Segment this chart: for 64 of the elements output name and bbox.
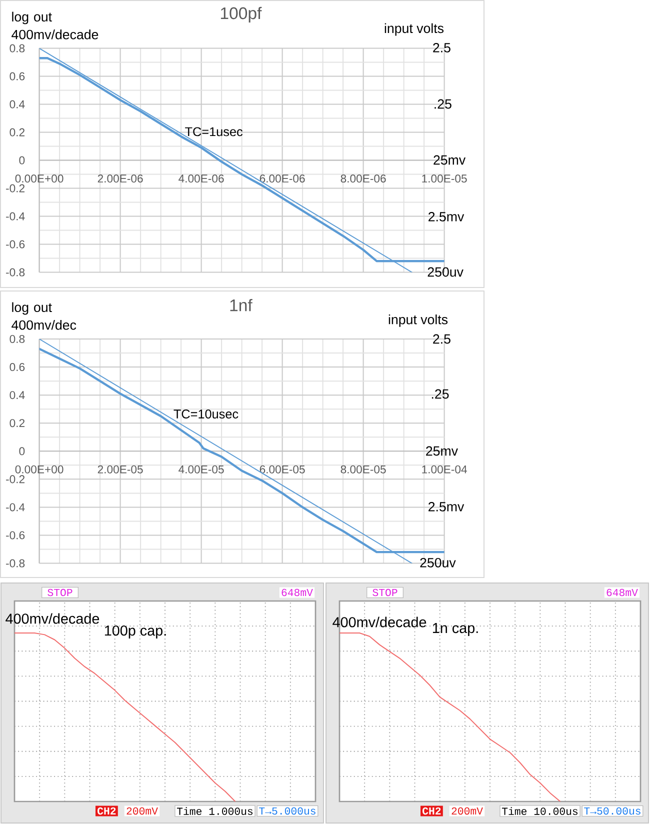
y-tick-label: 0 xyxy=(19,156,25,164)
x-tick-label: 2.00E-06 xyxy=(98,174,143,183)
annotation: 250uv xyxy=(428,267,464,277)
y-tick-label: -0.4 xyxy=(6,503,25,512)
x-tick-label: 6.00E-05 xyxy=(260,465,305,474)
y-tick-label: 0 xyxy=(19,447,25,456)
y-tick-label: -0.8 xyxy=(6,268,25,276)
annotation: TC=10usec xyxy=(174,410,238,418)
text: 648mV xyxy=(282,588,313,596)
annotation: 2.5 xyxy=(433,334,450,344)
x-tick-label: 4.00E-06 xyxy=(178,174,224,183)
x-tick-label: 1.00E-04 xyxy=(422,465,467,474)
text: T→50.00us xyxy=(584,807,640,815)
chart-title: 1n cap. xyxy=(432,623,478,636)
y-tick-label: -0.6 xyxy=(6,531,25,540)
text: CH2 xyxy=(98,807,116,815)
y-tick-label: 0.8 xyxy=(10,335,25,344)
text: T→5.000us xyxy=(259,807,316,815)
x-tick-label: 2.00E-05 xyxy=(98,465,143,474)
annotation: 250uv xyxy=(420,558,456,568)
annotation: .25 xyxy=(432,389,449,399)
x-tick-label: 1.00E-05 xyxy=(422,174,467,183)
y-tick-label: 0.2 xyxy=(10,128,25,136)
y-axis-title: 400mv/decade xyxy=(6,613,100,624)
y-axis-title: 400mv/decade xyxy=(332,616,426,628)
y-tick-label: 0.8 xyxy=(10,44,25,52)
annotation: TC=1usec xyxy=(185,127,243,136)
text: input volts xyxy=(388,314,448,327)
text: STOP xyxy=(48,588,72,596)
annotation: 25mv xyxy=(434,155,466,165)
annotation: 2.5mv xyxy=(428,502,464,512)
text: 200mV xyxy=(452,807,483,815)
y-tick-label: -0.2 xyxy=(6,184,25,192)
x-tick-label: 8.00E-06 xyxy=(340,174,386,183)
x-tick-label: 4.00E-05 xyxy=(178,465,224,474)
y-tick-label: 0.6 xyxy=(10,72,25,80)
x-tick-label: 0.00E+00 xyxy=(15,465,64,474)
text: 200mV xyxy=(126,807,158,815)
chart-title: 100pf xyxy=(220,6,262,23)
text: input volts xyxy=(384,23,444,36)
annotation: .25 xyxy=(434,99,452,109)
text: 648mV xyxy=(606,588,638,596)
y-axis-title: log out 400mv/decade xyxy=(12,12,98,40)
chart-title: 100p cap. xyxy=(104,625,166,639)
y-tick-label: 0.6 xyxy=(10,363,25,372)
x-tick-label: 0.00E+00 xyxy=(15,174,64,183)
x-tick-label: 6.00E-06 xyxy=(260,174,305,183)
y-tick-label: -0.8 xyxy=(6,559,25,568)
annotation: 2.5mv xyxy=(428,212,464,222)
text: Time 10.00us xyxy=(502,807,578,815)
x-tick-label: 8.00E-05 xyxy=(340,465,386,474)
y-tick-label: 0.4 xyxy=(10,100,25,108)
annotation: 25mv xyxy=(426,446,458,456)
text: STOP xyxy=(372,588,398,596)
y-axis-title: log out 400mv/dec xyxy=(12,302,76,330)
y-tick-label: -0.2 xyxy=(6,475,25,484)
text: Time 1.000us xyxy=(176,807,253,815)
annotation: 2.5 xyxy=(433,42,450,52)
y-tick-label: 0.2 xyxy=(10,419,25,428)
chart-title: 1nf xyxy=(230,298,252,312)
text: CH2 xyxy=(422,807,441,815)
y-tick-label: 0.4 xyxy=(10,391,25,400)
y-tick-label: -0.4 xyxy=(6,212,25,220)
y-tick-label: -0.6 xyxy=(6,240,25,248)
